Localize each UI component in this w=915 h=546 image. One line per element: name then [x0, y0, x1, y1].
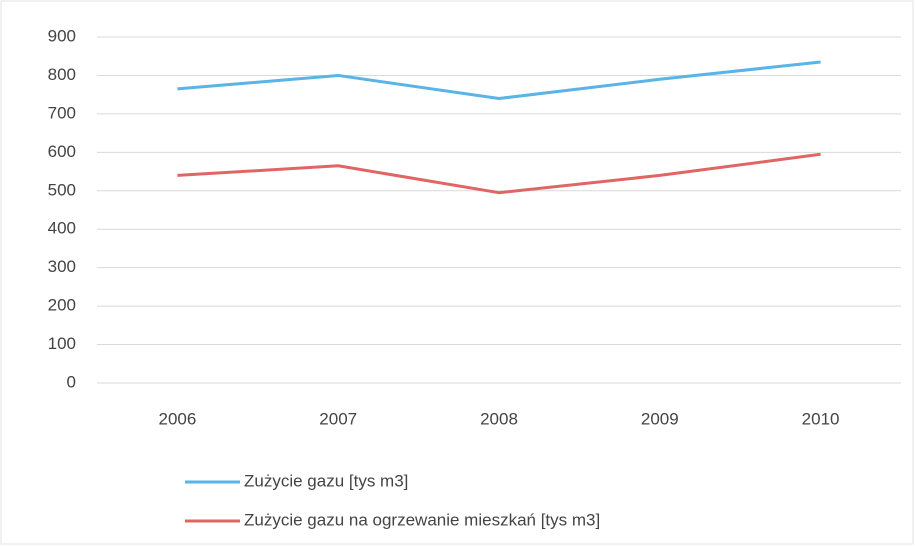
x-tick-label: 2006: [158, 409, 196, 428]
legend-label: Zużycie gazu na ogrzewanie mieszkań [tys…: [244, 510, 600, 529]
legend-label: Zużycie gazu [tys m3]: [244, 471, 408, 490]
y-tick-label: 600: [48, 142, 76, 161]
series-line: [177, 60, 821, 101]
x-tick-label: 2010: [802, 409, 840, 428]
y-tick-label: 900: [48, 26, 76, 45]
y-tick-label: 100: [48, 334, 76, 353]
series-line: [177, 152, 821, 195]
x-tick-label: 2008: [480, 409, 518, 428]
y-tick-label: 400: [48, 219, 76, 238]
y-tick-label: 800: [48, 65, 76, 84]
x-tick-label: 2007: [319, 409, 357, 428]
x-tick-label: 2009: [641, 409, 679, 428]
y-tick-label: 700: [48, 103, 76, 122]
y-tick-label: 500: [48, 180, 76, 199]
y-tick-label: 0: [67, 372, 76, 391]
y-tick-label: 300: [48, 257, 76, 276]
y-tick-label: 200: [48, 296, 76, 315]
